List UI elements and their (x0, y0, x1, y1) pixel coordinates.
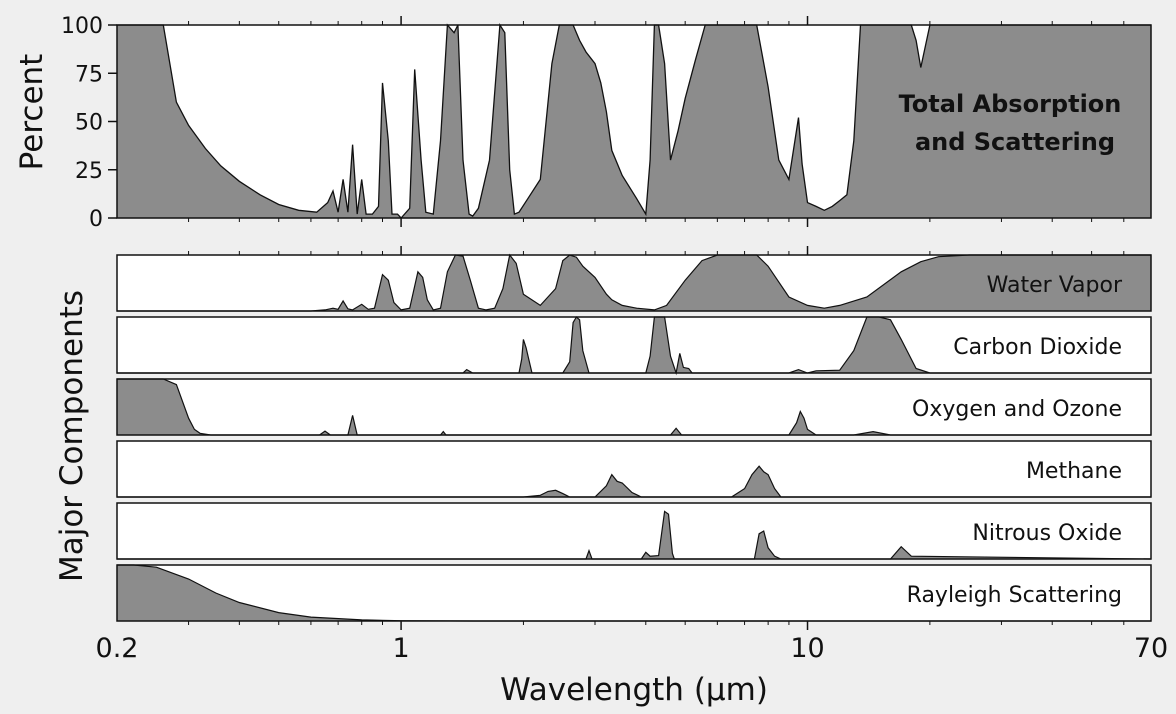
rayleigh-scattering-label: Rayleigh Scattering (907, 583, 1122, 608)
carbon-dioxide-panel-background (117, 317, 1151, 373)
methane-line (117, 465, 1151, 498)
x-axis-title: Wavelength (µm) (500, 672, 768, 708)
y-tick-label: 50 (75, 111, 103, 136)
total-title-line-1: Total Absorption (899, 90, 1122, 118)
water-vapor-panel-frame (116, 254, 1152, 312)
oxygen-and-ozone-panel-background (117, 379, 1151, 435)
methane-panel-frame (116, 440, 1152, 498)
y-tick-label: 0 (89, 207, 103, 232)
carbon-dioxide-panel-frame (116, 316, 1152, 374)
total-absorption-line (117, 23, 1151, 219)
x-tick-label: 10 (790, 633, 824, 664)
x-tick-label: 1 (392, 633, 409, 664)
x-tick-label: 0.2 (96, 633, 139, 664)
y-axis-title-percent: Percent (14, 54, 50, 171)
y-tick-label: 75 (75, 62, 103, 87)
methane-label: Methane (1026, 459, 1122, 484)
oxygen-and-ozone-label: Oxygen and Ozone (912, 397, 1122, 422)
nitrous-oxide-panel-background (117, 503, 1151, 559)
total-title-line-2: and Scattering (915, 128, 1115, 156)
carbon-dioxide-label: Carbon Dioxide (953, 335, 1122, 360)
rayleigh-scattering-panel-frame (116, 564, 1152, 622)
rayleigh-scattering-area (117, 565, 1151, 621)
oxygen-and-ozone-panel-frame (116, 378, 1152, 436)
total-absorption-area (117, 25, 1151, 218)
water-vapor-line (117, 253, 1151, 312)
y-axis-title-major-components: Major Components (54, 290, 90, 582)
nitrous-oxide-label: Nitrous Oxide (972, 521, 1122, 546)
x-tick-label: 70 (1134, 633, 1168, 664)
y-tick-label: 100 (61, 14, 103, 39)
water-vapor-label: Water Vapor (987, 273, 1123, 298)
nitrous-oxide-panel-frame (116, 502, 1152, 560)
y-tick-label: 25 (75, 159, 103, 184)
oxygen-and-ozone-line (117, 378, 1151, 436)
rayleigh-scattering-panel-background (117, 565, 1151, 621)
water-vapor-area (117, 255, 1151, 311)
carbon-dioxide-area (117, 317, 1151, 373)
methane-panel-background (117, 441, 1151, 497)
